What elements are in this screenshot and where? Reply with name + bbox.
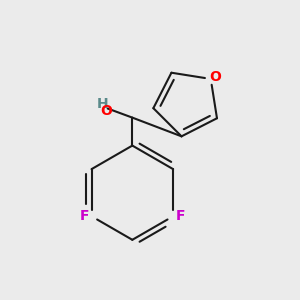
Text: O: O [209, 70, 221, 84]
Text: H: H [97, 98, 109, 111]
Text: F: F [80, 209, 89, 223]
Text: F: F [176, 209, 185, 223]
Text: O: O [100, 104, 112, 118]
